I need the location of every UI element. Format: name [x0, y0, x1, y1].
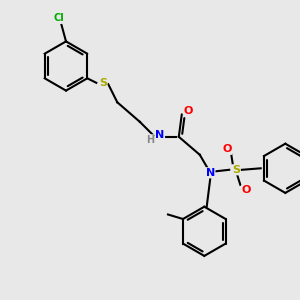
- Text: S: S: [99, 78, 107, 88]
- Text: N: N: [206, 168, 215, 178]
- Text: H: H: [146, 135, 154, 145]
- Text: Cl: Cl: [53, 13, 64, 23]
- Text: O: O: [242, 185, 251, 195]
- Text: S: S: [232, 165, 240, 175]
- Text: N: N: [155, 130, 164, 140]
- Text: O: O: [184, 106, 193, 116]
- Text: O: O: [222, 144, 232, 154]
